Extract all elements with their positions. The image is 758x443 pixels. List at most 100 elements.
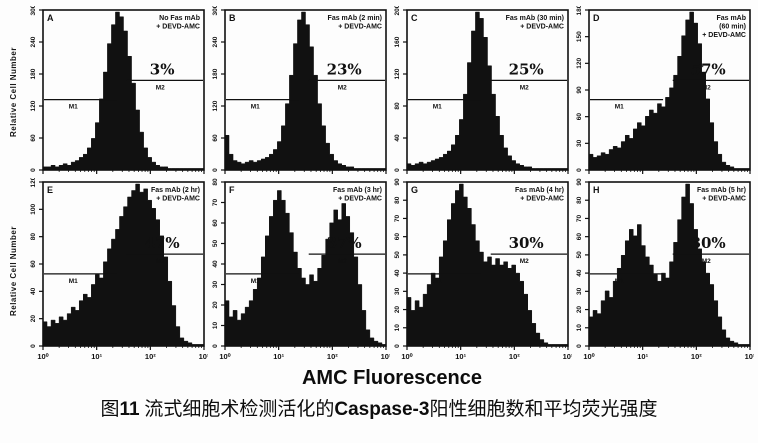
y-tick-label: 60 xyxy=(576,233,583,241)
panel-condition-label: + DEVD-AMC xyxy=(702,196,746,203)
y-tick-label: 120 xyxy=(576,58,583,69)
y-tick-label: 60 xyxy=(30,134,37,142)
gate-m2-label: M2 xyxy=(702,84,711,91)
histogram-shape xyxy=(224,190,387,347)
histogram-shape xyxy=(224,11,387,171)
panels-top: 0 60 120 180 240 300 A No Fas mAb + DEVD-AMC M1 M2… xyxy=(26,6,758,178)
histogram-panel-F: 0 10 20 30 40 50 60 70 80 10⁰ 10¹ 10² 10³ F Fas mAb (3… xyxy=(212,178,390,361)
panel-condition-label: Fas mAb (2 min) xyxy=(328,15,382,22)
gate-m1-label: M1 xyxy=(251,104,260,111)
panel-condition-label: Fas mAb (2 hr) xyxy=(151,187,200,194)
panels-bottom: 02040608010012010⁰10¹10²10³EFas mAb (2 h… xyxy=(26,178,758,364)
gate-m1-label: M1 xyxy=(615,104,624,111)
y-tick-label: 90 xyxy=(394,178,401,186)
gate-m2-label: M2 xyxy=(520,84,529,91)
caption-segment: Caspase-3 xyxy=(334,399,430,420)
panel-condition-label: + DEVD-AMC xyxy=(338,196,382,203)
gate-m2-label: M2 xyxy=(520,258,529,265)
x-tick-label: 10⁰ xyxy=(583,352,595,361)
y-tick-label: 300 xyxy=(212,6,219,15)
gate-m1-label: M1 xyxy=(69,104,78,111)
y-tick-label: 20 xyxy=(394,306,401,314)
y-tick-label: 120 xyxy=(212,100,219,111)
caption-segment: 流式细胞术检测活化的 xyxy=(139,399,335,420)
y-tick-label: 10 xyxy=(212,322,219,330)
y-tick-label: 60 xyxy=(30,260,37,268)
x-axis-title: AMC Fluorescence xyxy=(301,367,483,389)
x-tick-label: 10² xyxy=(509,352,520,361)
y-tick-label: 80 xyxy=(394,102,401,110)
histogram-panel-G: 0 10 20 30 40 50 60 70 80 90 10⁰ 10¹ 10² 10³ G Fas mAb … xyxy=(394,178,572,361)
panel-letter: B xyxy=(229,13,236,23)
y-tick-label: 50 xyxy=(394,251,401,259)
x-tick-label: 10² xyxy=(327,352,338,361)
gate-m2-label: M2 xyxy=(338,258,347,265)
percent-positive-label: 37% xyxy=(327,234,362,252)
panel-condition-label: + DEVD-AMC xyxy=(156,24,200,31)
histogram-shape xyxy=(588,183,751,347)
x-tick-label: 10⁰ xyxy=(37,352,49,361)
x-tick-label: 10¹ xyxy=(91,352,102,361)
panel-condition-label: Fas mAb (4 hr) xyxy=(515,187,564,194)
y-tick-label: 0 xyxy=(394,344,401,348)
y-tick-label: 60 xyxy=(212,134,219,142)
x-tick-label: 10¹ xyxy=(637,352,648,361)
histogram-panel-B: 0 60 120 180 240 300 B Fas mAb (2 min) + DEVD-AM… xyxy=(212,6,387,174)
x-tick-label: 10³ xyxy=(381,352,390,361)
gate-m1-label: M1 xyxy=(69,278,78,285)
gate-m2-label: M2 xyxy=(338,84,347,91)
y-tick-label: 40 xyxy=(212,260,219,268)
x-tick-label: 10³ xyxy=(563,352,572,361)
y-tick-label: 20 xyxy=(212,301,219,309)
percent-positive-label: 3% xyxy=(150,60,175,78)
y-tick-label: 120 xyxy=(30,178,37,187)
x-tick-label: 10² xyxy=(145,352,156,361)
percent-positive-label: 30% xyxy=(509,234,544,252)
histogram-panel-C: 0 40 80 120 160 200 C Fas mAb (30 min) + DEVD-AM… xyxy=(394,6,569,174)
y-tick-label: 50 xyxy=(212,240,219,248)
y-tick-label: 200 xyxy=(394,6,401,15)
y-tick-label: 150 xyxy=(576,31,583,42)
y-tick-label: 40 xyxy=(394,269,401,277)
panel-condition-label: (60 min) xyxy=(719,24,746,31)
histogram-panel-E: 0 20 40 60 80 100 120 10⁰ 10¹ 10² 10³ E Fas mAb (2 h… xyxy=(30,178,208,361)
y-tick-label: 70 xyxy=(394,214,401,222)
y-tick-label: 0 xyxy=(212,168,219,172)
gate-m1-label: M1 xyxy=(433,278,442,285)
gate-m2-label: M2 xyxy=(156,84,165,91)
y-tick-label: 70 xyxy=(212,199,219,207)
histogram-shape xyxy=(42,183,205,347)
panel-letter: F xyxy=(229,185,235,195)
percent-positive-label: 30% xyxy=(691,234,726,252)
flow-cytometry-figure: Relative Cell Number 0 60 120 180 240 300 A No … xyxy=(0,6,758,421)
y-tick-label: 20 xyxy=(30,315,37,323)
y-tick-label: 10 xyxy=(576,324,583,332)
y-tick-label: 50 xyxy=(576,251,583,259)
y-axis-title-bottom: Relative Cell Number xyxy=(0,178,26,364)
panel-letter: H xyxy=(593,185,600,195)
y-tick-label: 80 xyxy=(576,196,583,204)
y-tick-label: 60 xyxy=(212,219,219,227)
y-tick-label: 120 xyxy=(394,68,401,79)
percent-positive-label: 47% xyxy=(145,234,180,252)
panel-row-top: Relative Cell Number 0 60 120 180 240 300 A No … xyxy=(0,6,758,178)
panel-row-bottom: Relative Cell Number 0 20 40 60 80 100 120 10⁰ 1… xyxy=(0,178,758,364)
y-tick-label: 30 xyxy=(212,281,219,289)
panel-condition-label: + DEVD-AMC xyxy=(520,24,564,31)
y-tick-label: 180 xyxy=(212,68,219,79)
panel-letter: A xyxy=(47,13,54,23)
y-tick-label: 60 xyxy=(394,233,401,241)
panel-condition-label: + DEVD-AMC xyxy=(702,32,746,39)
panel-condition-label: + DEVD-AMC xyxy=(156,196,200,203)
y-tick-label: 100 xyxy=(30,204,37,215)
y-tick-label: 240 xyxy=(212,36,219,47)
histogram-shape xyxy=(406,11,569,171)
x-tick-label: 10⁰ xyxy=(401,352,413,361)
percent-positive-label: 57% xyxy=(691,60,726,78)
gate-m2-label: M2 xyxy=(156,258,165,265)
y-tick-label: 40 xyxy=(394,134,401,142)
figure-caption: 图11 流式细胞术检测活化的Caspase-3阳性细胞数和平均荧光强度 xyxy=(0,394,758,421)
y-tick-label: 0 xyxy=(576,344,583,348)
y-axis-title-top: Relative Cell Number xyxy=(0,6,26,178)
percent-positive-label: 25% xyxy=(509,60,544,78)
